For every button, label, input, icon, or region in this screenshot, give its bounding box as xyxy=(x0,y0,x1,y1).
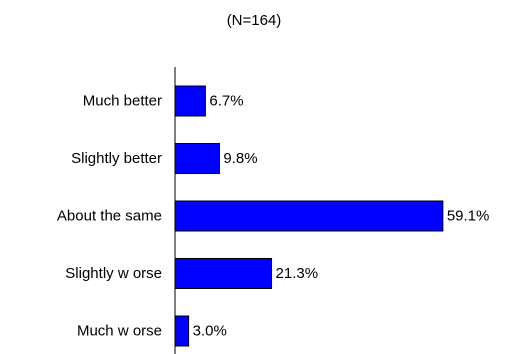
value-label-slightly-better: 9.8% xyxy=(223,150,257,167)
bar-much-w-orse xyxy=(174,315,190,347)
category-label-much-w-orse: Much w orse xyxy=(77,323,162,340)
bar-about-the-same xyxy=(174,200,444,232)
value-label-slightly-w-orse: 21.3% xyxy=(276,265,319,282)
value-label-much-better: 6.7% xyxy=(209,93,243,110)
category-label-about-the-same: About the same xyxy=(57,208,162,225)
bar-slightly-better xyxy=(174,143,220,174)
bars-layer: Much better 6.7% Slightly better 9.8% About … xyxy=(57,85,490,347)
chart-subtitle: (N=164) xyxy=(227,12,282,29)
value-label-about-the-same: 59.1% xyxy=(447,208,490,225)
category-label-much-better: Much better xyxy=(83,93,162,110)
category-label-slightly-w-orse: Slightly w orse xyxy=(65,265,162,282)
category-label-slightly-better: Slightly better xyxy=(71,150,162,167)
bar-much-better xyxy=(174,85,206,117)
bar-slightly-w-orse xyxy=(174,258,273,289)
value-label-much-w-orse: 3.0% xyxy=(193,323,227,340)
